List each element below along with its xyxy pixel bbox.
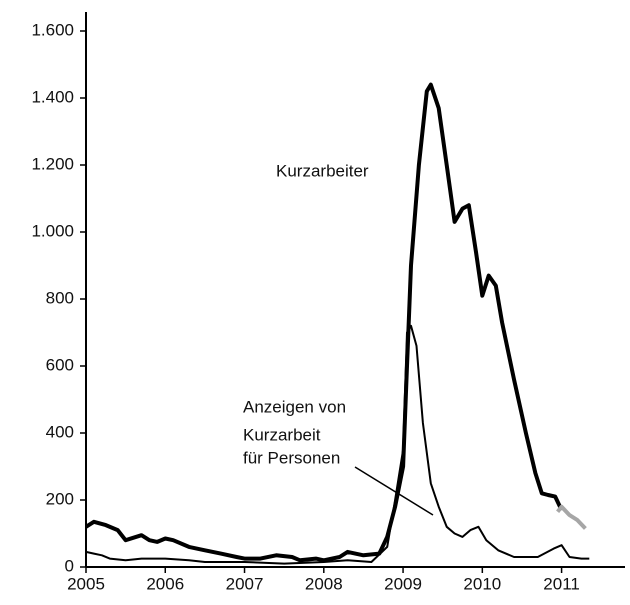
y-tick-label: 200 (46, 489, 74, 508)
y-tick-label: 1.200 (31, 154, 74, 173)
y-tick-label: 1.600 (31, 20, 74, 39)
x-tick-label: 2006 (146, 574, 184, 593)
x-tick-label: 2010 (463, 574, 501, 593)
y-tick-label: 400 (46, 422, 74, 441)
x-tick-label: 2009 (384, 574, 422, 593)
series-line (84, 82, 564, 563)
y-tick-label: 1.400 (31, 87, 74, 106)
annotation: Kurzarbeiter (276, 161, 369, 180)
series-line (85, 324, 590, 565)
y-tick-label: 600 (46, 355, 74, 374)
annotation: Kurzarbeit (243, 425, 321, 444)
x-tick-label: 2011 (543, 574, 580, 593)
annotation: Anzeigen von (243, 397, 346, 416)
x-tick-label: 2008 (305, 574, 343, 593)
y-tick-label: 0 (65, 556, 74, 575)
series-line (556, 504, 587, 530)
y-tick-label: 1.000 (31, 221, 74, 240)
y-tick-label: 800 (46, 288, 74, 307)
x-tick-label: 2005 (67, 574, 105, 593)
leader-line (354, 466, 434, 516)
x-tick-label: 2007 (226, 574, 264, 593)
annotation: für Personen (243, 448, 340, 467)
